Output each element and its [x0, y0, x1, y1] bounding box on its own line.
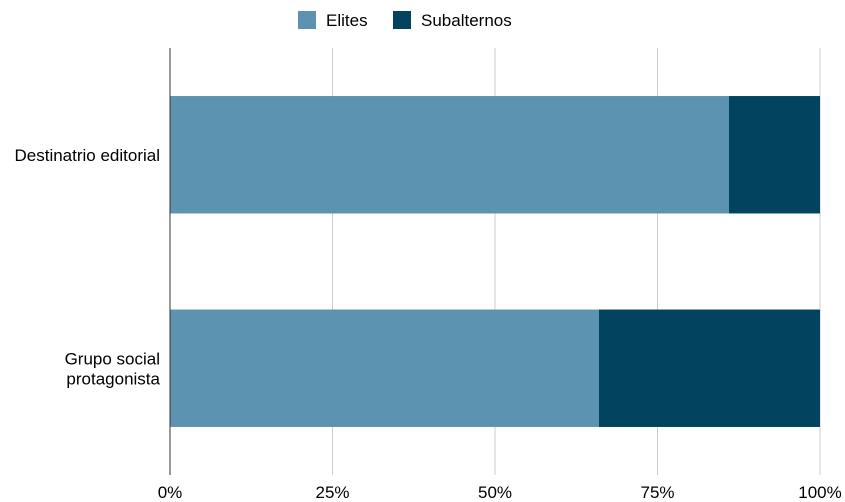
x-tick-label: 25%	[315, 483, 349, 502]
x-tick-labels: 0% 25% 50% 75% 100%	[158, 483, 842, 502]
bars	[170, 96, 820, 427]
legend-swatch	[393, 11, 411, 29]
x-tick-label: 75%	[640, 483, 674, 502]
bar-elites	[170, 96, 729, 214]
legend-swatch	[298, 11, 316, 29]
legend-label: Elites	[326, 11, 368, 30]
category-labels: Destinatrio editorial Grupo socialprotago…	[14, 146, 160, 389]
legend: Elites Subalternos	[298, 11, 512, 30]
category-label: protagonista	[66, 369, 160, 388]
x-tick-label: 50%	[478, 483, 512, 502]
legend-label: Subalternos	[421, 11, 512, 30]
x-tick-label: 100%	[798, 483, 841, 502]
category-label: Destinatrio editorial	[14, 146, 160, 165]
bar-subalternos	[599, 309, 820, 427]
bar-subalternos	[729, 96, 820, 214]
category-label: Grupo social	[65, 349, 160, 368]
bar-elites	[170, 309, 599, 427]
x-tick-label: 0%	[158, 483, 183, 502]
